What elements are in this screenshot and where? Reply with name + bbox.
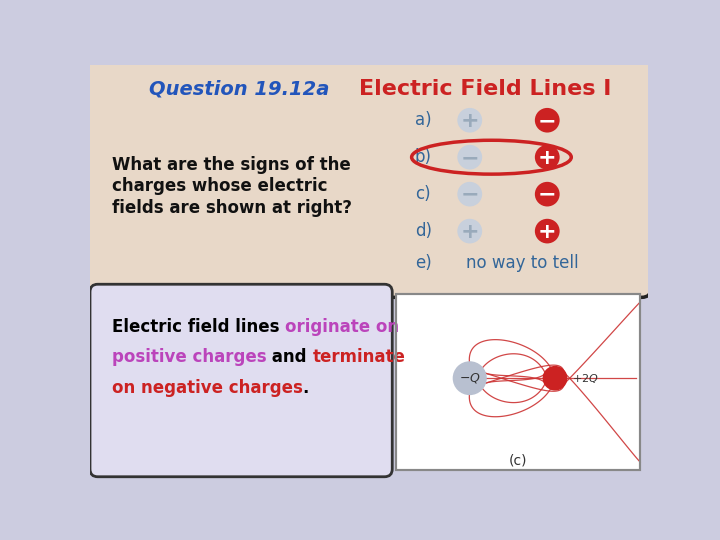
Circle shape [535,108,559,132]
FancyBboxPatch shape [90,284,392,477]
FancyBboxPatch shape [87,60,651,298]
Text: fields are shown at right?: fields are shown at right? [112,199,351,217]
Text: Electric Field Lines I: Electric Field Lines I [359,79,611,99]
Text: no way to tell: no way to tell [466,254,578,273]
Text: b): b) [415,148,432,166]
Text: c): c) [415,185,431,203]
Text: (c): (c) [509,454,528,468]
Text: and: and [266,348,312,367]
Circle shape [457,108,482,132]
Text: originate on: originate on [285,318,399,335]
Circle shape [535,145,559,170]
Text: positive charges: positive charges [112,348,266,367]
Text: Question 19.12a: Question 19.12a [148,80,329,99]
Text: $-Q$: $-Q$ [459,371,481,385]
Text: +: + [460,222,479,242]
Text: +: + [538,148,557,168]
Circle shape [457,219,482,244]
Circle shape [457,145,482,170]
Circle shape [535,219,559,244]
Text: e): e) [415,254,431,273]
Text: terminate: terminate [312,348,405,367]
Circle shape [457,182,482,206]
Text: Electric field lines: Electric field lines [112,318,285,335]
Text: What are the signs of the: What are the signs of the [112,156,351,174]
Text: d): d) [415,222,432,240]
Text: −: − [460,185,479,205]
Text: on negative charges: on negative charges [112,379,302,397]
Circle shape [453,361,487,395]
Text: charges whose electric: charges whose electric [112,178,327,195]
Text: −: − [460,148,479,168]
Circle shape [543,366,567,390]
Text: a): a) [415,111,431,129]
FancyBboxPatch shape [396,294,640,470]
Text: −: − [538,185,557,205]
Text: −: − [538,111,557,131]
Text: +: + [538,222,557,242]
Text: .: . [302,379,309,397]
Circle shape [535,182,559,206]
Text: $+2Q$: $+2Q$ [572,372,599,384]
Text: +: + [460,111,479,131]
